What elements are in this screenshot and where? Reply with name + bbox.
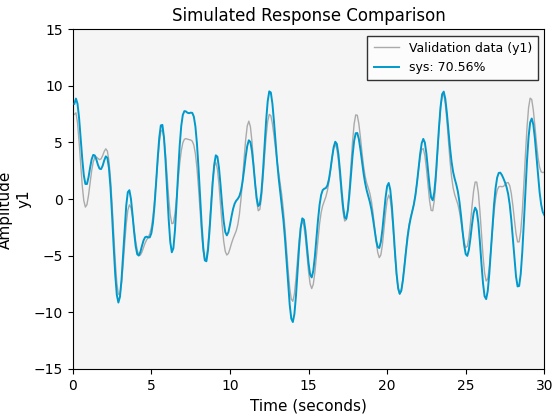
Validation data (y1) <box>440 92 447 97</box>
sys: 70.56%: (27.4, 1.82): 70.56%: (27.4, 1.82) <box>500 176 507 181</box>
Validation data (y1) <box>470 189 477 194</box>
sys: 70.56%: (18.6, 1.42): 70.56%: (18.6, 1.42) <box>362 181 368 186</box>
Validation data (y1) <box>500 184 507 189</box>
sys: 70.56%: (18.1, 5.84): 70.56%: (18.1, 5.84) <box>354 131 361 136</box>
Line: Validation data (y1): Validation data (y1) <box>74 94 544 301</box>
Validation data (y1) <box>352 113 359 118</box>
Validation data (y1) <box>360 164 367 169</box>
Y-axis label: y1: y1 <box>16 190 31 208</box>
sys: 70.56%: (25.5, -1.24): 70.56%: (25.5, -1.24) <box>470 210 477 215</box>
sys: 70.56%: (0.2, 8.88): 70.56%: (0.2, 8.88) <box>73 96 80 101</box>
sys: 70.56%: (18, 5.81): 70.56%: (18, 5.81) <box>352 131 359 136</box>
X-axis label: Time (seconds): Time (seconds) <box>250 398 367 413</box>
sys: 70.56%: (0.1, 8.41): 70.56%: (0.1, 8.41) <box>71 101 78 106</box>
Line: sys: 70.56%: sys: 70.56% <box>74 92 544 322</box>
Validation data (y1) <box>73 110 80 116</box>
sys: 70.56%: (14, -10.9): 70.56%: (14, -10.9) <box>290 320 296 325</box>
Title: Simulated Response Comparison: Simulated Response Comparison <box>172 7 445 25</box>
Validation data (y1) <box>541 170 548 175</box>
Legend: Validation data (y1), sys: 70.56%: Validation data (y1), sys: 70.56% <box>367 36 538 80</box>
sys: 70.56%: (30, -1.43): 70.56%: (30, -1.43) <box>541 213 548 218</box>
sys: 70.56%: (12.5, 9.51): 70.56%: (12.5, 9.51) <box>266 89 273 94</box>
Validation data (y1) <box>351 121 357 126</box>
Validation data (y1) <box>290 299 296 304</box>
Text: Amplitude: Amplitude <box>0 171 13 249</box>
Validation data (y1) <box>71 112 78 117</box>
